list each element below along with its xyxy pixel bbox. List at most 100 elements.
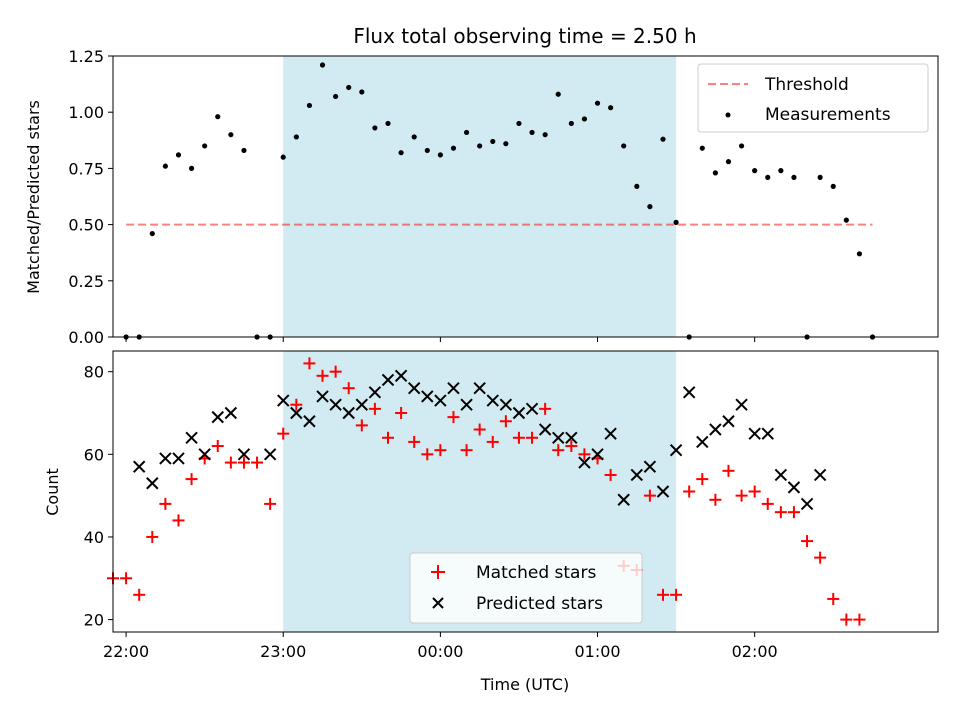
predicted-star-point <box>682 386 696 399</box>
predicted-star-point <box>355 398 369 411</box>
matched-star-point <box>683 485 696 498</box>
measurement-point <box>542 132 548 138</box>
matched-star-point <box>499 415 512 428</box>
matched-star-point <box>526 431 539 444</box>
measurement-point <box>555 91 561 97</box>
predicted-star-point <box>512 406 526 420</box>
matched-star-point <box>290 398 303 411</box>
measurement-point <box>660 136 666 142</box>
predicted-star-point <box>761 427 774 440</box>
matched-star-point <box>408 435 421 448</box>
measurement-point <box>608 105 614 111</box>
measurement-point <box>529 129 535 136</box>
predicted-star-point <box>578 456 591 469</box>
measurement-point <box>791 174 797 180</box>
measurement-point <box>437 152 443 158</box>
matched-star-point <box>840 613 853 626</box>
legend-predicted-swatch <box>432 597 444 609</box>
bottom-panel: 20 40 60 80 22:00 23:00 00:00 01:00 02:00 Count… <box>43 350 939 694</box>
measurement-point <box>647 204 653 210</box>
measurement-point <box>477 143 483 149</box>
matched-star-point <box>512 431 525 444</box>
predicted-star-point <box>368 386 382 399</box>
predicted-star-point <box>656 485 670 498</box>
x-tick-label: 00:00 <box>417 642 463 661</box>
predicted-star-point <box>552 431 565 444</box>
bottom-x-ticks: 22:00 23:00 00:00 01:00 02:00 <box>103 632 778 661</box>
measurement-point <box>162 163 168 169</box>
measurement-point <box>568 120 574 127</box>
matched-star-point <box>251 456 264 469</box>
matched-star-point <box>539 402 552 415</box>
matched-star-point <box>395 406 408 419</box>
measurement-point <box>188 165 195 171</box>
predicted-star-point <box>407 381 421 395</box>
legend-measurements-label: Measurements <box>765 105 891 125</box>
matched-star-point <box>172 514 185 527</box>
measurement-point <box>503 141 509 147</box>
top-panel: 0.00 0.25 0.50 0.75 1.00 1.25 Flux total obse… <box>24 24 939 347</box>
measurement-point <box>778 168 784 174</box>
x-axis-label: Time (UTC) <box>480 675 569 694</box>
bottom-marks <box>107 357 866 626</box>
top-shaded-span <box>283 56 677 337</box>
measurement-point <box>817 174 823 180</box>
x-tick-label: 01:00 <box>574 642 620 661</box>
matched-star-point <box>748 485 761 498</box>
predicted-star-point <box>132 460 146 473</box>
top-legend-box <box>697 63 929 133</box>
measurement-point <box>175 152 182 158</box>
measurement-point <box>594 100 601 106</box>
legend-measurements-swatch <box>725 112 731 118</box>
matched-star-point <box>159 497 172 510</box>
measurement-point <box>372 125 378 131</box>
matched-star-point <box>342 382 355 395</box>
measurement-point <box>359 89 365 95</box>
measurement-point <box>202 143 208 149</box>
measurement-point <box>725 159 732 165</box>
predicted-star-point <box>473 381 486 395</box>
matched-star-point <box>460 444 473 457</box>
legend-matched-swatch <box>431 565 445 579</box>
predicted-star-point <box>787 481 801 494</box>
measurement-point <box>215 114 221 120</box>
predicted-star-point <box>303 415 316 428</box>
matched-star-point <box>382 431 394 444</box>
predicted-star-point <box>538 423 552 436</box>
predicted-star-point <box>172 452 185 465</box>
y-tick-label: 80 <box>84 363 104 382</box>
matched-star-point <box>761 497 774 510</box>
y-tick-label: 1.00 <box>68 103 104 122</box>
measurement-point <box>411 134 417 140</box>
predicted-star-point <box>211 410 224 424</box>
matched-star-point <box>670 588 683 601</box>
predicted-star-point <box>748 427 761 440</box>
matched-star-point <box>486 435 499 448</box>
predicted-star-point <box>342 406 355 420</box>
legend-threshold-label: Threshold <box>764 75 849 95</box>
matched-star-point <box>735 489 748 502</box>
predicted-star-point <box>460 398 473 411</box>
y-tick-label: 0.25 <box>68 272 104 291</box>
matched-star-point <box>237 456 250 469</box>
matched-star-point <box>552 444 565 457</box>
matched-star-point <box>368 402 381 415</box>
predicted-star-point <box>237 448 251 461</box>
matched-star-point <box>801 535 814 548</box>
matched-star-point <box>447 411 460 424</box>
top-y-ticks: 0.00 0.25 0.50 0.75 1.00 1.25 <box>68 47 113 347</box>
y-tick-label: 0.75 <box>68 159 104 178</box>
measurement-point <box>398 150 404 156</box>
predicted-star-point <box>290 406 303 420</box>
measurement-point <box>752 168 758 174</box>
predicted-star-point <box>329 398 342 411</box>
measurement-point <box>673 219 679 225</box>
matched-star-point <box>421 448 434 461</box>
predicted-star-point <box>604 427 617 440</box>
bottom-plot-frame <box>112 350 939 633</box>
predicted-star-point <box>146 477 159 490</box>
matched-star-point <box>827 592 840 605</box>
predicted-star-point <box>198 448 211 461</box>
y-tick-label: 1.25 <box>68 47 104 66</box>
top-y-axis-label: Matched/Predicted stars <box>24 100 43 294</box>
